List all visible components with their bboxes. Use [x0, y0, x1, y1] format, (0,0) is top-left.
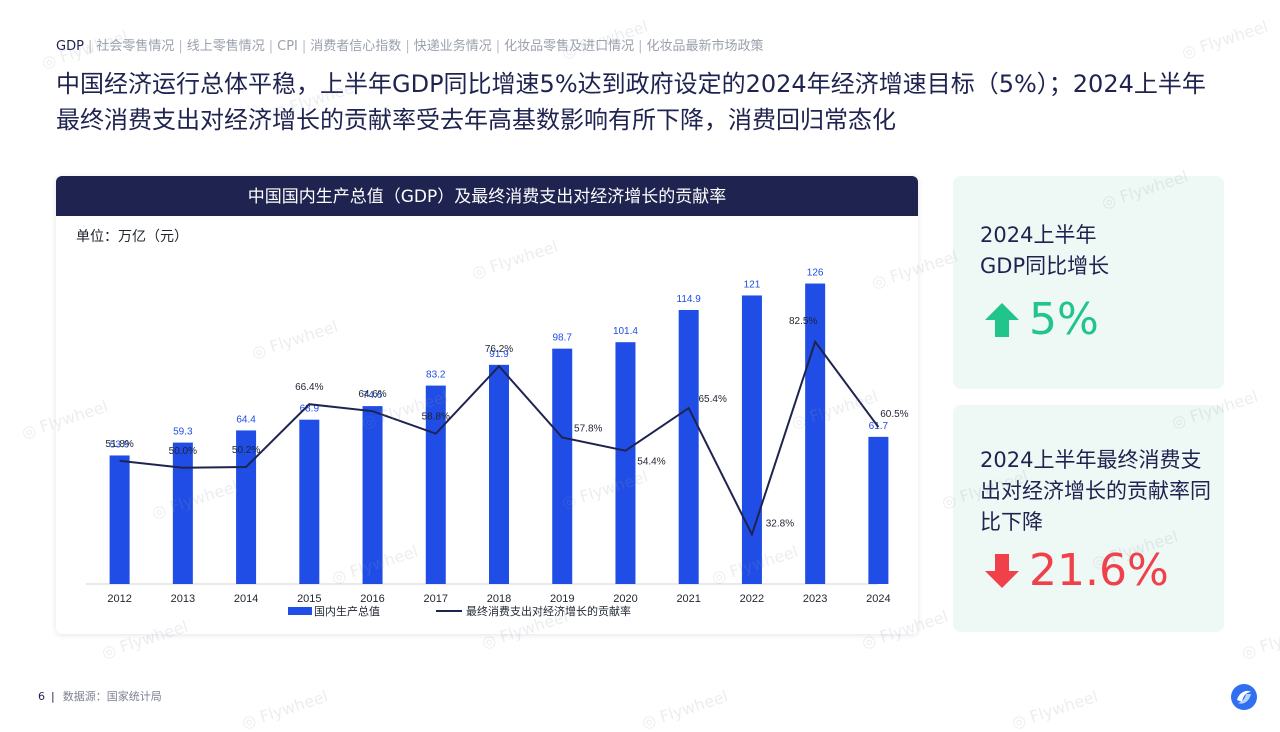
gdp-bar — [679, 310, 699, 584]
arrow-down-icon — [983, 552, 1021, 590]
nav-item-4[interactable]: 消费者信心指数 — [310, 39, 401, 54]
consumption-contribution-number: 21.6% — [1029, 545, 1169, 596]
x-tick-label: 2017 — [424, 593, 448, 605]
nav-item-7[interactable]: 化妆品最新市场政策 — [647, 39, 764, 54]
footer-divider: | — [51, 690, 55, 703]
gdp-bar — [615, 342, 635, 584]
gdp-growth-title-line: GDP同比增长 — [980, 251, 1200, 282]
gdp-bar-label: 59.3 — [173, 427, 193, 438]
nav-item-2[interactable]: 线上零售情况 — [187, 39, 265, 54]
gdp-growth-title-line: 2024上半年 — [980, 220, 1200, 251]
x-tick-label: 2013 — [171, 593, 195, 605]
watermark-text: ◎ Flywheel — [1009, 687, 1100, 732]
watermark-text: ◎ Flywheel — [639, 687, 730, 732]
footer: 6 | 数据源：国家统计局 — [38, 688, 162, 704]
gdp-bar — [805, 284, 825, 584]
gdp-bar — [489, 365, 509, 584]
consumption-contribution-value: 21.6% — [983, 545, 1169, 596]
nav-separator: | — [269, 39, 273, 54]
consumption-rate-label: 58.8% — [422, 412, 450, 423]
nav-item-6[interactable]: 化妆品零售及进口情况 — [504, 39, 634, 54]
page-headline: 中国经济运行总体平稳，上半年GDP同比增速5%达到政府设定的2024年经济增速目… — [56, 66, 1216, 138]
x-tick-label: 2022 — [740, 593, 764, 605]
gdp-bar — [868, 437, 888, 584]
chart-svg: 53.9201259.3201364.4201468.9201574.62016… — [56, 176, 918, 634]
consumption-rate-label: 76.2% — [485, 344, 513, 355]
x-tick-label: 2014 — [234, 593, 258, 605]
consumption-rate-label: 50.0% — [169, 446, 197, 457]
x-tick-label: 2016 — [360, 593, 384, 605]
nav-item-0[interactable]: GDP — [56, 39, 84, 54]
nav-separator: | — [405, 39, 409, 54]
consumption-contribution-title: 2024上半年最终消费支出对经济增长的贡献率同比下降 — [980, 445, 1220, 538]
x-tick-label: 2012 — [107, 593, 131, 605]
nav-item-5[interactable]: 快递业务情况 — [414, 39, 492, 54]
gdp-bar — [363, 406, 383, 584]
consumption-rate-label: 32.8% — [766, 518, 794, 529]
nav-item-1[interactable]: 社会零售情况 — [96, 39, 174, 54]
gdp-bar-label: 121 — [744, 279, 761, 290]
chart-card: 中国国内生产总值（GDP）及最终消费支出对经济增长的贡献率 单位：万亿（元） 5… — [56, 176, 918, 634]
x-tick-label: 2024 — [866, 593, 890, 605]
top-nav: GDP | 社会零售情况 | 线上零售情况 | CPI | 消费者信心指数 | 快递业务情况 | 化妆品… — [56, 35, 764, 54]
gdp-bar — [173, 443, 193, 584]
gdp-bar-label: 98.7 — [552, 333, 572, 344]
consumption-rate-label: 50.2% — [232, 445, 260, 456]
gdp-bar-label: 64.4 — [236, 414, 256, 425]
gdp-growth-value: 5% — [983, 294, 1099, 345]
gdp-bar — [552, 349, 572, 584]
consumption-contribution-card: 2024上半年最终消费支出对经济增长的贡献率同比下降 21.6% — [953, 405, 1224, 632]
x-tick-label: 2015 — [297, 593, 321, 605]
x-tick-label: 2020 — [613, 593, 637, 605]
x-tick-label: 2023 — [803, 593, 827, 605]
arrow-up-icon — [983, 301, 1021, 339]
nav-separator: | — [302, 39, 306, 54]
x-tick-label: 2018 — [487, 593, 511, 605]
gdp-bar — [742, 295, 762, 584]
x-tick-label: 2021 — [676, 593, 700, 605]
consumption-rate-label: 60.5% — [880, 409, 908, 420]
legend-line-label: 最终消费支出对经济增长的贡献率 — [466, 604, 631, 618]
gdp-bar-label: 114.9 — [677, 294, 702, 305]
nav-separator: | — [638, 39, 642, 54]
gdp-bar — [299, 420, 319, 584]
x-tick-label: 2019 — [550, 593, 574, 605]
consumption-rate-label: 65.4% — [699, 394, 727, 405]
page-number: 6 — [38, 690, 45, 703]
gdp-bar-label: 101.4 — [613, 326, 638, 337]
legend-bar-label: 国内生产总值 — [314, 604, 380, 618]
brand-logo-icon — [1230, 683, 1258, 711]
consumption-rate-label: 57.8% — [574, 424, 602, 435]
consumption-rate-label: 64.6% — [358, 389, 386, 400]
watermark-text: ◎ Flywheel — [1179, 17, 1270, 63]
consumption-rate-label: 66.4% — [295, 382, 323, 393]
gdp-bar-label: 126 — [807, 268, 824, 279]
nav-separator: | — [88, 39, 92, 54]
watermark-text: ◎ Flywheel — [239, 687, 330, 732]
consumption-rate-label: 54.4% — [637, 457, 665, 468]
gdp-growth-number: 5% — [1029, 294, 1099, 345]
consumption-rate-label: 51.8% — [105, 439, 133, 450]
watermark-text: ◎ Flywheel — [1239, 617, 1280, 663]
nav-separator: | — [178, 39, 182, 54]
nav-item-3[interactable]: CPI — [277, 39, 298, 54]
legend-bar-swatch — [288, 607, 312, 615]
data-source: 数据源：国家统计局 — [63, 690, 162, 703]
gdp-bar — [110, 455, 130, 584]
consumption-rate-label: 82.5% — [789, 316, 817, 327]
gdp-bar-label: 83.2 — [426, 370, 446, 381]
nav-separator: | — [496, 39, 500, 54]
